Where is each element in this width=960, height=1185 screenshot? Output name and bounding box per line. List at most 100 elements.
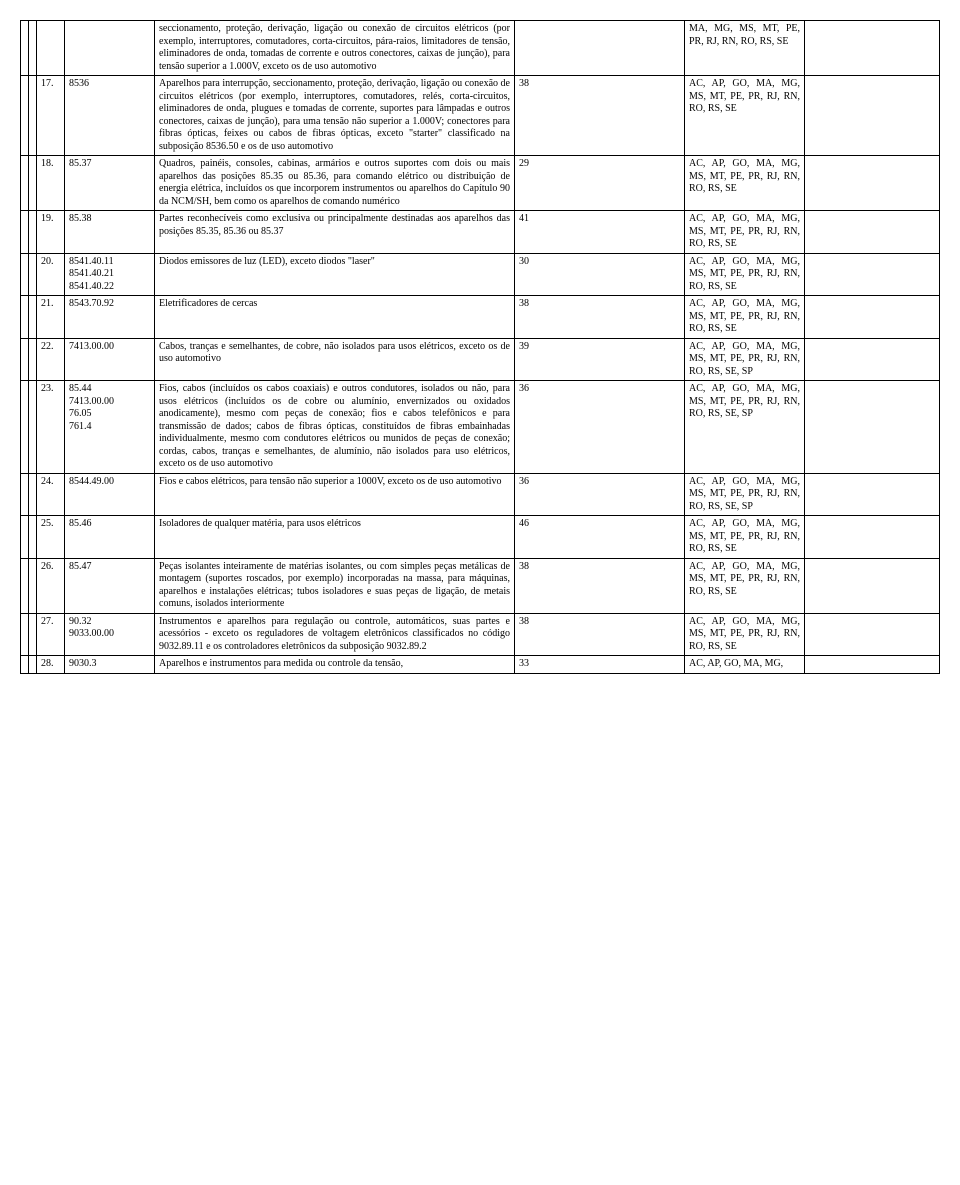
value: 38 <box>515 296 685 339</box>
row-number: 22. <box>37 338 65 381</box>
table-row: 23.85.447413.00.0076.05761.4Fios, cabos … <box>21 381 940 474</box>
pad-cell <box>21 253 29 296</box>
ncm-code: 8536 <box>65 76 155 156</box>
pad-cell <box>29 296 37 339</box>
ncm-code: 8544.49.00 <box>65 473 155 516</box>
ncm-code: 85.47 <box>65 558 155 613</box>
states: AC, AP, GO, MA, MG, MS, MT, PE, PR, RJ, … <box>685 516 805 559</box>
table-row: 26.85.47Peças isolantes inteiramente de … <box>21 558 940 613</box>
value: 33 <box>515 656 685 674</box>
pad-cell <box>21 76 29 156</box>
table-row: 17.8536Aparelhos para interrupção, secci… <box>21 76 940 156</box>
value: 36 <box>515 381 685 474</box>
regulation-table: seccionamento, proteção, derivação, liga… <box>20 20 940 674</box>
value: 30 <box>515 253 685 296</box>
row-number <box>37 21 65 76</box>
pad-cell <box>805 381 940 474</box>
pad-cell <box>29 21 37 76</box>
row-number: 20. <box>37 253 65 296</box>
pad-cell <box>21 211 29 254</box>
pad-cell <box>21 296 29 339</box>
pad-cell <box>805 656 940 674</box>
value: 41 <box>515 211 685 254</box>
ncm-code: 9030.3 <box>65 656 155 674</box>
pad-cell <box>21 21 29 76</box>
description: Aparelhos e instrumentos para medida ou … <box>155 656 515 674</box>
description: Isoladores de qualquer matéria, para uso… <box>155 516 515 559</box>
description: Instrumentos e aparelhos para regulação … <box>155 613 515 656</box>
states: AC, AP, GO, MA, MG, MS, MT, PE, PR, RJ, … <box>685 211 805 254</box>
description: Fios e cabos elétricos, para tensão não … <box>155 473 515 516</box>
table-row: 27.90.329033.00.00Instrumentos e aparelh… <box>21 613 940 656</box>
description: Peças isolantes inteiramente de matérias… <box>155 558 515 613</box>
pad-cell <box>29 516 37 559</box>
ncm-code: 90.329033.00.00 <box>65 613 155 656</box>
description: Diodos emissores de luz (LED), exceto di… <box>155 253 515 296</box>
pad-cell <box>21 558 29 613</box>
pad-cell <box>29 156 37 211</box>
states: AC, AP, GO, MA, MG, MS, MT, PE, PR, RJ, … <box>685 253 805 296</box>
states: AC, AP, GO, MA, MG, MS, MT, PE, PR, RJ, … <box>685 613 805 656</box>
pad-cell <box>21 381 29 474</box>
table-row: 24.8544.49.00Fios e cabos elétricos, par… <box>21 473 940 516</box>
ncm-code: 85.46 <box>65 516 155 559</box>
pad-cell <box>805 253 940 296</box>
description: Partes reconhecíveis como exclusiva ou p… <box>155 211 515 254</box>
value: 46 <box>515 516 685 559</box>
description: Eletrificadores de cercas <box>155 296 515 339</box>
row-number: 28. <box>37 656 65 674</box>
ncm-code <box>65 21 155 76</box>
value <box>515 21 685 76</box>
pad-cell <box>805 156 940 211</box>
pad-cell <box>21 516 29 559</box>
row-number: 24. <box>37 473 65 516</box>
table-row: 20.8541.40.118541.40.218541.40.22Diodos … <box>21 253 940 296</box>
description: Aparelhos para interrupção, seccionament… <box>155 76 515 156</box>
value: 29 <box>515 156 685 211</box>
description: Cabos, tranças e semelhantes, de cobre, … <box>155 338 515 381</box>
row-number: 27. <box>37 613 65 656</box>
ncm-code: 8543.70.92 <box>65 296 155 339</box>
pad-cell <box>805 296 940 339</box>
table-row: 19.85.38Partes reconhecíveis como exclus… <box>21 211 940 254</box>
states: AC, AP, GO, MA, MG, <box>685 656 805 674</box>
pad-cell <box>805 21 940 76</box>
row-number: 18. <box>37 156 65 211</box>
states: MA, MG, MS, MT, PE, PR, RJ, RN, RO, RS, … <box>685 21 805 76</box>
states: AC, AP, GO, MA, MG, MS, MT, PE, PR, RJ, … <box>685 381 805 474</box>
pad-cell <box>29 381 37 474</box>
pad-cell <box>21 156 29 211</box>
row-number: 23. <box>37 381 65 474</box>
ncm-code: 85.37 <box>65 156 155 211</box>
table-row: 21.8543.70.92Eletrificadores de cercas38… <box>21 296 940 339</box>
description: Quadros, painéis, consoles, cabinas, arm… <box>155 156 515 211</box>
table-row: 28.9030.3Aparelhos e instrumentos para m… <box>21 656 940 674</box>
states: AC, AP, GO, MA, MG, MS, MT, PE, PR, RJ, … <box>685 338 805 381</box>
table-row: 18.85.37Quadros, painéis, consoles, cabi… <box>21 156 940 211</box>
row-number: 25. <box>37 516 65 559</box>
ncm-code: 85.38 <box>65 211 155 254</box>
pad-cell <box>29 473 37 516</box>
pad-cell <box>21 656 29 674</box>
ncm-code: 85.447413.00.0076.05761.4 <box>65 381 155 474</box>
pad-cell <box>805 516 940 559</box>
pad-cell <box>21 473 29 516</box>
ncm-code: 8541.40.118541.40.218541.40.22 <box>65 253 155 296</box>
table-row: seccionamento, proteção, derivação, liga… <box>21 21 940 76</box>
description: seccionamento, proteção, derivação, liga… <box>155 21 515 76</box>
pad-cell <box>29 558 37 613</box>
states: AC, AP, GO, MA, MG, MS, MT, PE, PR, RJ, … <box>685 156 805 211</box>
pad-cell <box>29 253 37 296</box>
pad-cell <box>29 76 37 156</box>
pad-cell <box>805 338 940 381</box>
value: 39 <box>515 338 685 381</box>
states: AC, AP, GO, MA, MG, MS, MT, PE, PR, RJ, … <box>685 296 805 339</box>
ncm-code: 7413.00.00 <box>65 338 155 381</box>
pad-cell <box>805 613 940 656</box>
table-row: 25.85.46Isoladores de qualquer matéria, … <box>21 516 940 559</box>
pad-cell <box>805 211 940 254</box>
value: 36 <box>515 473 685 516</box>
pad-cell <box>29 656 37 674</box>
pad-cell <box>29 338 37 381</box>
value: 38 <box>515 558 685 613</box>
